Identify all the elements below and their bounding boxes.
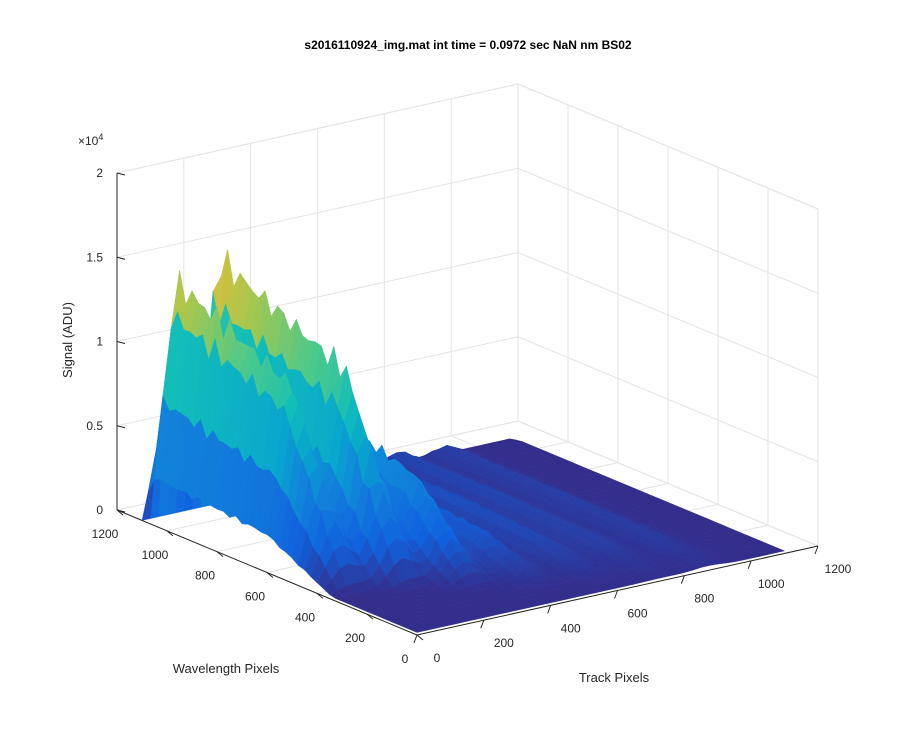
y-tick-label: 1200 xyxy=(92,527,119,541)
y-tick xyxy=(266,572,274,578)
x-tick xyxy=(747,560,752,570)
z-tick xyxy=(116,341,126,344)
grid-line xyxy=(116,167,819,294)
x-tick xyxy=(413,634,418,644)
y-tick xyxy=(216,551,224,558)
tick-labels: 0200400600800100012000200400600800100012… xyxy=(86,166,851,666)
z-tick-label: 1 xyxy=(96,335,103,349)
z-tick-label: 2 xyxy=(96,166,103,180)
x-tick-label: 1200 xyxy=(825,562,852,576)
z-tick xyxy=(116,172,126,176)
x-tick-label: 0 xyxy=(434,651,441,665)
axes xyxy=(116,172,819,644)
y-tick xyxy=(416,634,424,641)
x-tick xyxy=(480,619,485,629)
z-tick xyxy=(116,509,126,513)
y-tick-label: 0 xyxy=(402,652,409,666)
surface-patch xyxy=(410,627,427,633)
y-axis-label: Wavelength Pixels xyxy=(173,661,280,676)
z-tick-label: 0 xyxy=(96,503,103,517)
x-tick xyxy=(814,545,819,555)
x-tick-label: 800 xyxy=(694,592,714,606)
x-tick xyxy=(547,605,552,614)
y-tick xyxy=(166,530,174,537)
z-axis-label: Signal (ADU) xyxy=(60,302,75,378)
y-tick xyxy=(366,613,374,620)
y-tick-label: 1000 xyxy=(142,548,169,562)
y-tick-label: 600 xyxy=(245,590,265,604)
y-tick xyxy=(316,592,324,599)
y-tick xyxy=(116,509,124,516)
x-tick-label: 400 xyxy=(561,621,581,635)
y-tick-label: 800 xyxy=(195,569,215,583)
z-tick-label: 0.5 xyxy=(86,419,103,433)
chart-title: s2016110924_img.mat int time = 0.0972 se… xyxy=(304,38,632,52)
x-tick-label: 200 xyxy=(494,636,514,650)
grid-line xyxy=(116,83,819,210)
x-tick xyxy=(680,575,685,584)
x-tick-label: 600 xyxy=(627,607,647,621)
x-tick xyxy=(614,590,618,599)
x-axis-label: Track Pixels xyxy=(579,670,650,685)
z-tick xyxy=(116,256,126,260)
y-tick-label: 200 xyxy=(345,631,365,645)
z-tick xyxy=(116,425,126,429)
grid-line xyxy=(116,83,819,210)
z-exponent-label: ×104 xyxy=(78,132,103,148)
z-tick-label: 1.5 xyxy=(86,250,103,264)
surface-plot xyxy=(141,249,786,633)
x-tick-label: 1000 xyxy=(758,577,785,591)
y-tick-label: 400 xyxy=(295,610,315,624)
